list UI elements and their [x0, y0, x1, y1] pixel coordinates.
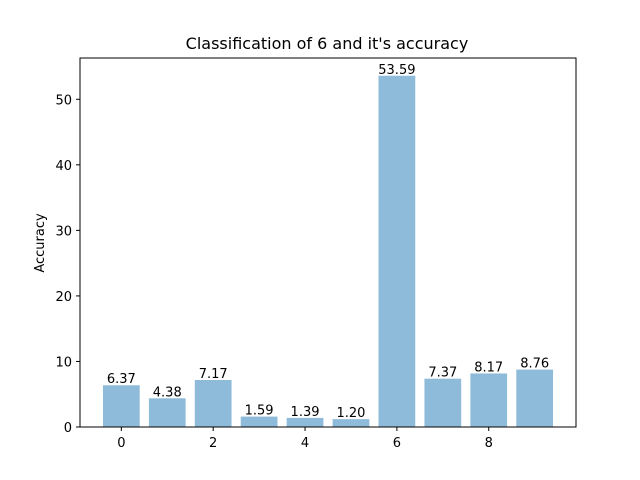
bar-2 — [194, 380, 232, 427]
bar-7 — [424, 378, 462, 427]
y-tick-label: 20 — [55, 290, 72, 305]
y-tick-label: 30 — [55, 224, 72, 239]
bar-1 — [148, 398, 186, 427]
x-tick-label: 2 — [209, 436, 217, 451]
bar-value-label-4: 1.39 — [291, 405, 320, 420]
bar-8 — [470, 373, 508, 427]
plot-frame — [79, 57, 577, 428]
bar-4 — [286, 417, 324, 427]
bar-9 — [516, 369, 554, 427]
bar-3 — [240, 416, 278, 427]
x-tick-label: 4 — [301, 436, 309, 451]
bar-value-label-8: 8.17 — [474, 360, 503, 375]
y-tick-label: 10 — [55, 355, 72, 370]
chart-title: Classification of 6 and it's accuracy — [186, 34, 469, 53]
bar-value-label-6: 53.59 — [378, 63, 415, 78]
bar-value-label-1: 4.38 — [153, 385, 182, 400]
bar-5 — [332, 419, 370, 427]
y-tick-label: 50 — [55, 93, 72, 108]
bars-group — [102, 75, 554, 427]
x-axis-ticks: 0 2 4 6 8 — [117, 427, 493, 451]
x-tick-label: 6 — [393, 436, 401, 451]
x-tick-label: 8 — [485, 436, 493, 451]
bar-value-label-7: 7.37 — [428, 366, 457, 381]
bar-value-label-2: 7.17 — [199, 367, 228, 382]
y-axis-ticks: 0 10 20 30 40 50 — [55, 93, 80, 436]
y-axis-label: Accuracy — [33, 213, 48, 273]
bar-6 — [378, 75, 416, 427]
x-tick-label: 0 — [117, 436, 125, 451]
bar-value-label-9: 8.76 — [520, 357, 549, 372]
y-tick-label: 0 — [64, 421, 72, 436]
y-tick-label: 40 — [55, 159, 72, 174]
bar-value-label-5: 1.20 — [336, 406, 365, 421]
data-labels-group: 6.37 4.38 7.17 1.59 1.39 1.20 53.59 7.37 8.17 8.7… — [107, 63, 549, 421]
bar-value-label-0: 6.37 — [107, 372, 136, 387]
bar-value-label-3: 1.59 — [245, 404, 274, 419]
bar-0 — [102, 385, 140, 427]
